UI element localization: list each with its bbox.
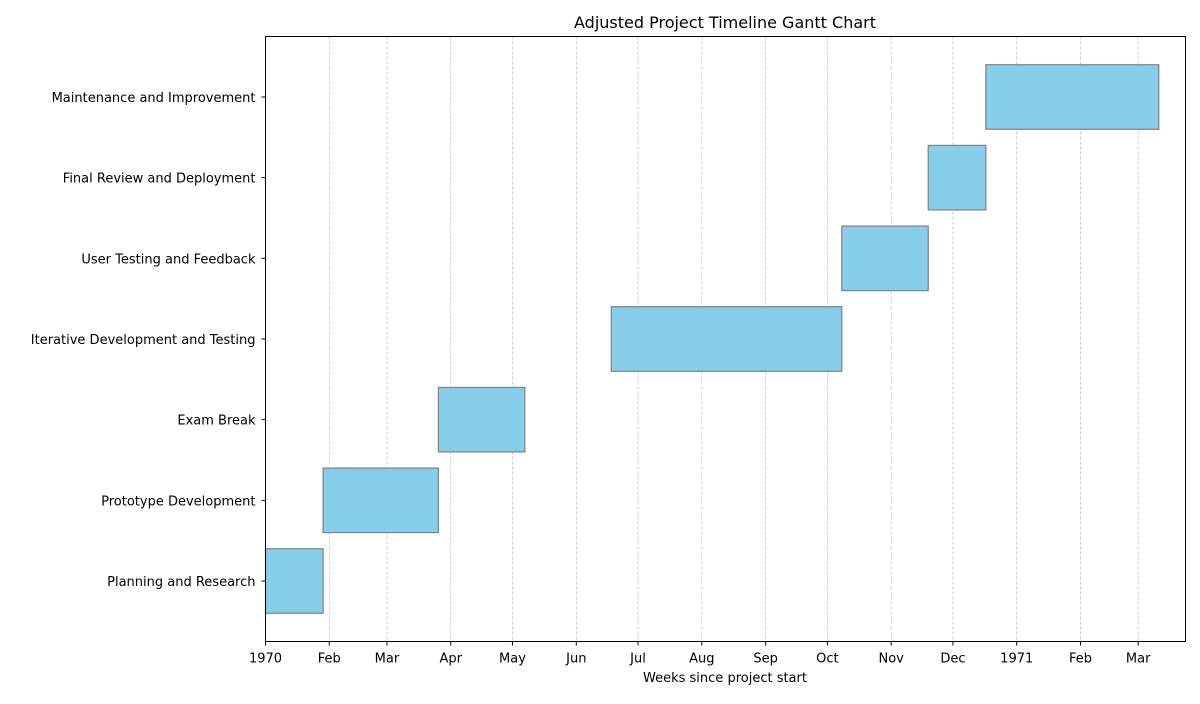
- x-axis-label: Weeks since project start: [643, 671, 807, 686]
- task-bar: [322, 467, 439, 534]
- x-tick-label: May: [499, 652, 526, 667]
- x-tick-label: 1971: [1000, 652, 1033, 667]
- x-axis: 1970 Feb Mar Apr May Jun Jul Aug Sep Oct Nov Dec 197…: [249, 641, 1151, 667]
- x-tick-label: Nov: [878, 652, 904, 667]
- y-tick-label: Exam Break: [177, 414, 256, 429]
- y-tick-label: Planning and Research: [107, 575, 255, 590]
- y-tick-label: Iterative Development and Testing: [31, 333, 256, 348]
- bar-layer: [264, 64, 1160, 614]
- x-tick-label: Feb: [318, 652, 341, 667]
- x-tick-label: Sep: [753, 652, 778, 667]
- x-tick-label: Aug: [689, 652, 714, 667]
- x-tick-label: Dec: [940, 652, 965, 667]
- x-tick-label: Jun: [565, 652, 586, 667]
- chart-title: Adjusted Project Timeline Gantt Chart: [574, 13, 876, 32]
- task-bar: [264, 548, 324, 614]
- y-tick-label: Prototype Development: [101, 494, 255, 509]
- x-tick-label: 1970: [249, 652, 282, 667]
- x-tick-label: Apr: [439, 652, 462, 667]
- task-bar: [985, 64, 1160, 130]
- x-tick-label: Jul: [629, 652, 646, 667]
- x-tick-label: Feb: [1069, 652, 1092, 667]
- task-bar: [437, 386, 526, 453]
- x-tick-label: Mar: [375, 652, 400, 667]
- y-tick-label: Final Review and Deployment: [63, 172, 256, 187]
- x-tick-label: Oct: [816, 652, 838, 667]
- task-bar: [610, 306, 843, 372]
- y-axis: Planning and Research Prototype Developme…: [31, 91, 266, 590]
- x-tick-label: Mar: [1126, 652, 1151, 667]
- task-bar: [927, 144, 987, 211]
- y-tick-label: Maintenance and Improvement: [52, 91, 256, 106]
- y-tick-label: User Testing and Feedback: [81, 252, 256, 267]
- task-bar: [841, 225, 929, 292]
